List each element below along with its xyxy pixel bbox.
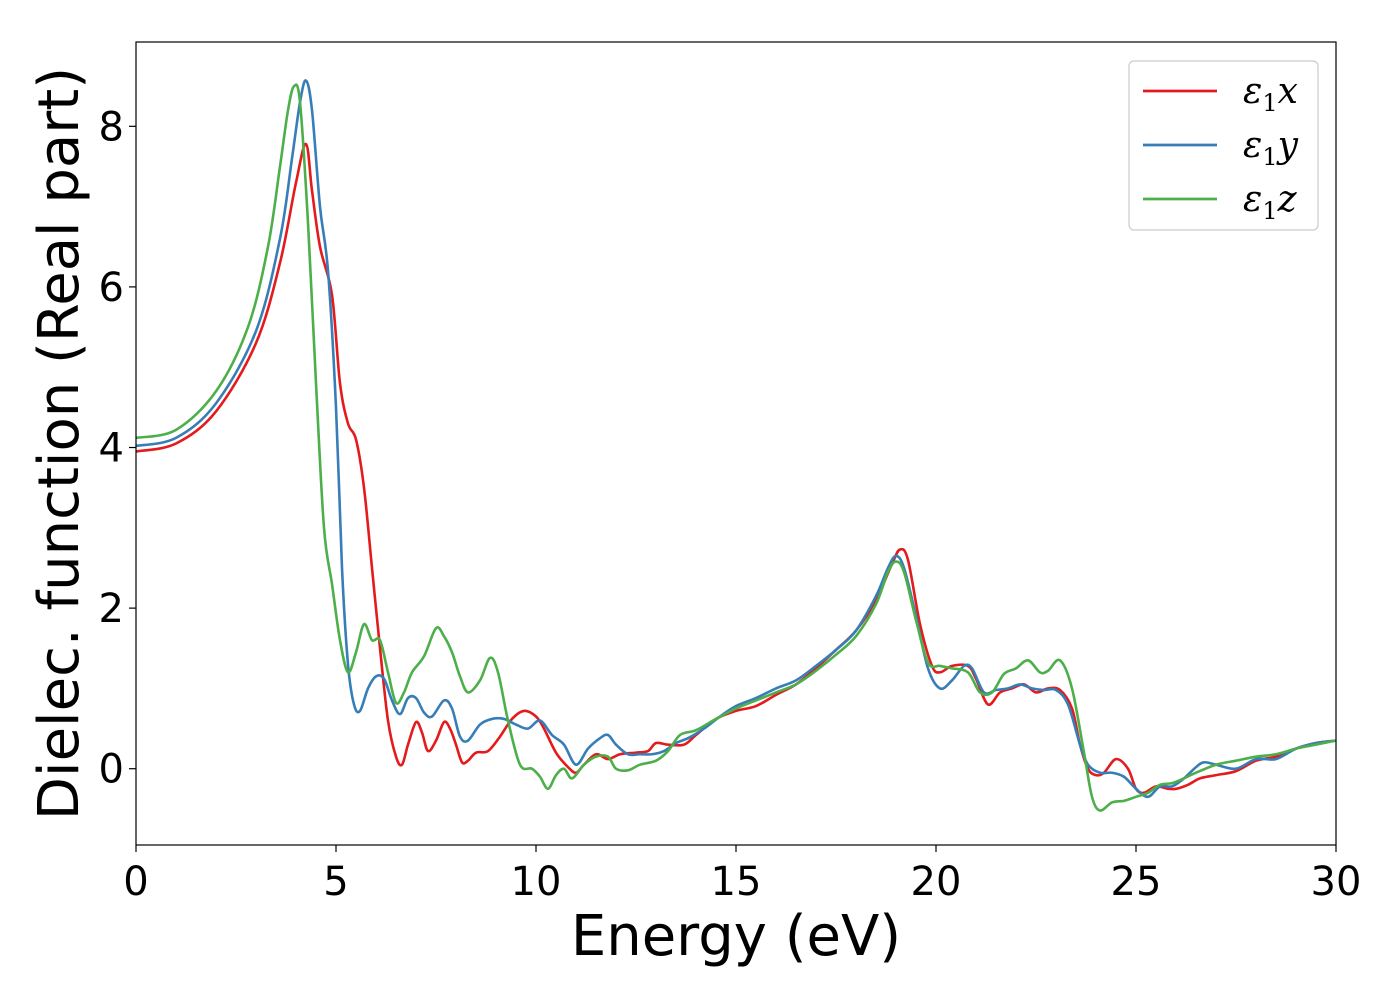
x-axis: 0 5 10 15 20 25 30: [123, 845, 1361, 905]
x-tick-label: 5: [323, 859, 348, 905]
x-tick-label: 0: [123, 859, 148, 905]
y-axis-title: Dielec. function (Real part): [27, 67, 92, 820]
x-tick-label: 15: [711, 859, 762, 905]
y-axis: 0 2 4 6 8: [99, 104, 136, 793]
y-tick-label: 6: [99, 265, 124, 311]
legend-item-x: ε1x: [1143, 71, 1298, 117]
legend-item-z: ε1z: [1143, 179, 1298, 225]
x-tick-label: 30: [1311, 859, 1362, 905]
series-layer: [136, 79, 1336, 812]
legend-label: ε1y: [1243, 125, 1299, 171]
y-tick-label: 0: [99, 747, 124, 793]
x-tick-label: 20: [911, 859, 962, 905]
legend-item-y: ε1y: [1143, 125, 1299, 171]
x-tick-label: 10: [511, 859, 562, 905]
series-line-x: [136, 142, 1336, 795]
legend-label: ε1z: [1243, 179, 1298, 225]
y-tick-label: 4: [99, 426, 124, 472]
legend-box: [1128, 60, 1319, 231]
y-tick-label: 8: [99, 104, 124, 150]
series-line-z: [136, 83, 1336, 812]
x-axis-title: Energy (eV): [571, 904, 901, 969]
legend: ε1x ε1y ε1z: [1128, 60, 1319, 231]
x-tick-label: 25: [1111, 859, 1162, 905]
y-tick-label: 2: [99, 586, 124, 632]
legend-label: ε1x: [1243, 71, 1298, 117]
